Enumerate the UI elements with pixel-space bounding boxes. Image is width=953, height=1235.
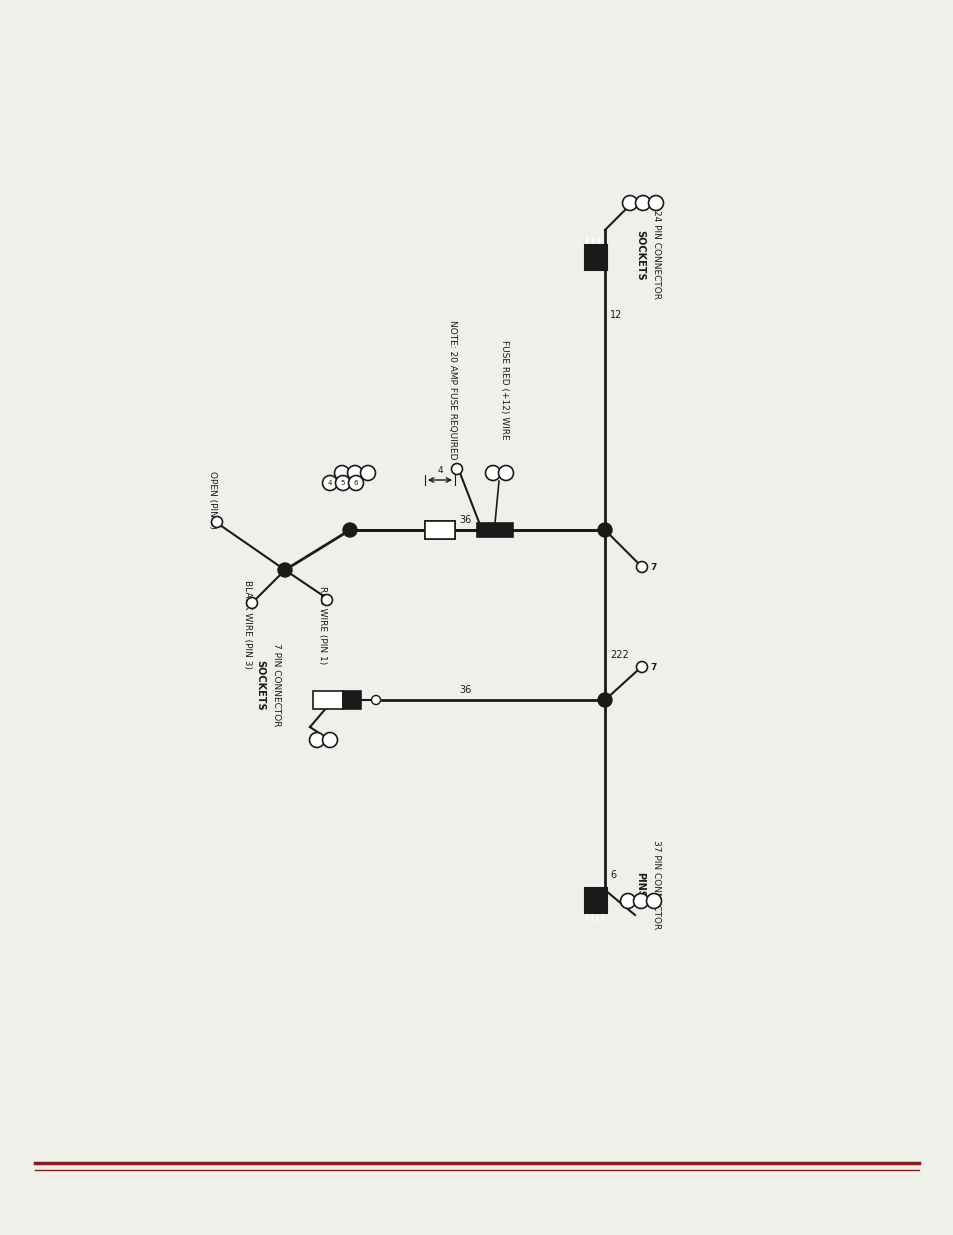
Text: 6: 6 bbox=[365, 471, 370, 475]
Circle shape bbox=[648, 195, 662, 210]
Circle shape bbox=[622, 195, 637, 210]
Text: 3: 3 bbox=[653, 200, 658, 206]
Text: 5: 5 bbox=[340, 480, 345, 487]
Bar bbox=[424, 521, 455, 538]
Circle shape bbox=[451, 463, 462, 474]
Circle shape bbox=[646, 893, 660, 909]
Text: SOCKETS: SOCKETS bbox=[635, 230, 644, 280]
Circle shape bbox=[485, 466, 500, 480]
Text: 4: 4 bbox=[436, 466, 442, 475]
Bar bbox=[584, 245, 606, 270]
Circle shape bbox=[635, 195, 650, 210]
Text: BLACK WIRE (PIN 3): BLACK WIRE (PIN 3) bbox=[243, 580, 252, 669]
Circle shape bbox=[348, 475, 363, 490]
Text: RED WIRE (PIN 1): RED WIRE (PIN 1) bbox=[317, 585, 327, 664]
Text: 222: 222 bbox=[609, 650, 628, 659]
Circle shape bbox=[309, 732, 324, 747]
Text: 36: 36 bbox=[458, 685, 471, 695]
Circle shape bbox=[335, 466, 349, 480]
Text: 37 PIN CONNECTOR: 37 PIN CONNECTOR bbox=[651, 840, 660, 930]
Circle shape bbox=[598, 693, 612, 706]
Text: 7 PIN CONNECTOR: 7 PIN CONNECTOR bbox=[272, 643, 281, 726]
Circle shape bbox=[343, 522, 356, 537]
Circle shape bbox=[335, 475, 350, 490]
Circle shape bbox=[246, 598, 257, 609]
Text: FUSE RED (+12) WIRE: FUSE RED (+12) WIRE bbox=[499, 340, 509, 440]
Text: 4: 4 bbox=[339, 471, 344, 475]
Circle shape bbox=[619, 893, 635, 909]
Text: 7: 7 bbox=[649, 662, 656, 672]
Text: 6: 6 bbox=[354, 480, 358, 487]
Circle shape bbox=[277, 563, 292, 577]
Text: 8: 8 bbox=[490, 471, 495, 475]
Bar bbox=[424, 521, 455, 538]
Text: NOTE: 20 AMP FUSE REQUIRED: NOTE: 20 AMP FUSE REQUIRED bbox=[448, 320, 456, 459]
Bar bbox=[343, 692, 360, 709]
Circle shape bbox=[636, 662, 647, 673]
Bar bbox=[584, 888, 606, 913]
Text: PINS: PINS bbox=[635, 872, 644, 898]
Text: 36: 36 bbox=[458, 515, 471, 525]
Circle shape bbox=[212, 516, 222, 527]
Text: 24 PIN CONNECTOR: 24 PIN CONNECTOR bbox=[651, 210, 660, 300]
Bar bbox=[313, 692, 343, 709]
Circle shape bbox=[322, 475, 337, 490]
Text: 7: 7 bbox=[649, 562, 656, 572]
Text: 12: 12 bbox=[609, 310, 621, 320]
Bar bbox=[476, 522, 513, 537]
Text: 5: 5 bbox=[353, 471, 356, 475]
Circle shape bbox=[498, 466, 513, 480]
Text: 11: 11 bbox=[326, 737, 334, 742]
Circle shape bbox=[347, 466, 362, 480]
Text: SOCKETS: SOCKETS bbox=[254, 659, 265, 710]
Text: 10: 10 bbox=[313, 737, 320, 742]
Circle shape bbox=[633, 893, 648, 909]
Circle shape bbox=[371, 695, 380, 704]
Text: OPEN (PIN 2): OPEN (PIN 2) bbox=[208, 471, 216, 529]
Text: 4: 4 bbox=[639, 898, 642, 904]
Circle shape bbox=[636, 562, 647, 573]
Circle shape bbox=[598, 522, 612, 537]
Circle shape bbox=[321, 594, 333, 605]
Text: 9: 9 bbox=[503, 471, 508, 475]
Circle shape bbox=[322, 732, 337, 747]
Text: 6: 6 bbox=[609, 869, 616, 881]
Text: 1: 1 bbox=[627, 200, 632, 206]
Circle shape bbox=[360, 466, 375, 480]
Text: 2: 2 bbox=[640, 200, 644, 206]
Text: 2: 2 bbox=[625, 898, 630, 904]
Text: 3: 3 bbox=[651, 898, 656, 904]
Text: 4: 4 bbox=[328, 480, 332, 487]
